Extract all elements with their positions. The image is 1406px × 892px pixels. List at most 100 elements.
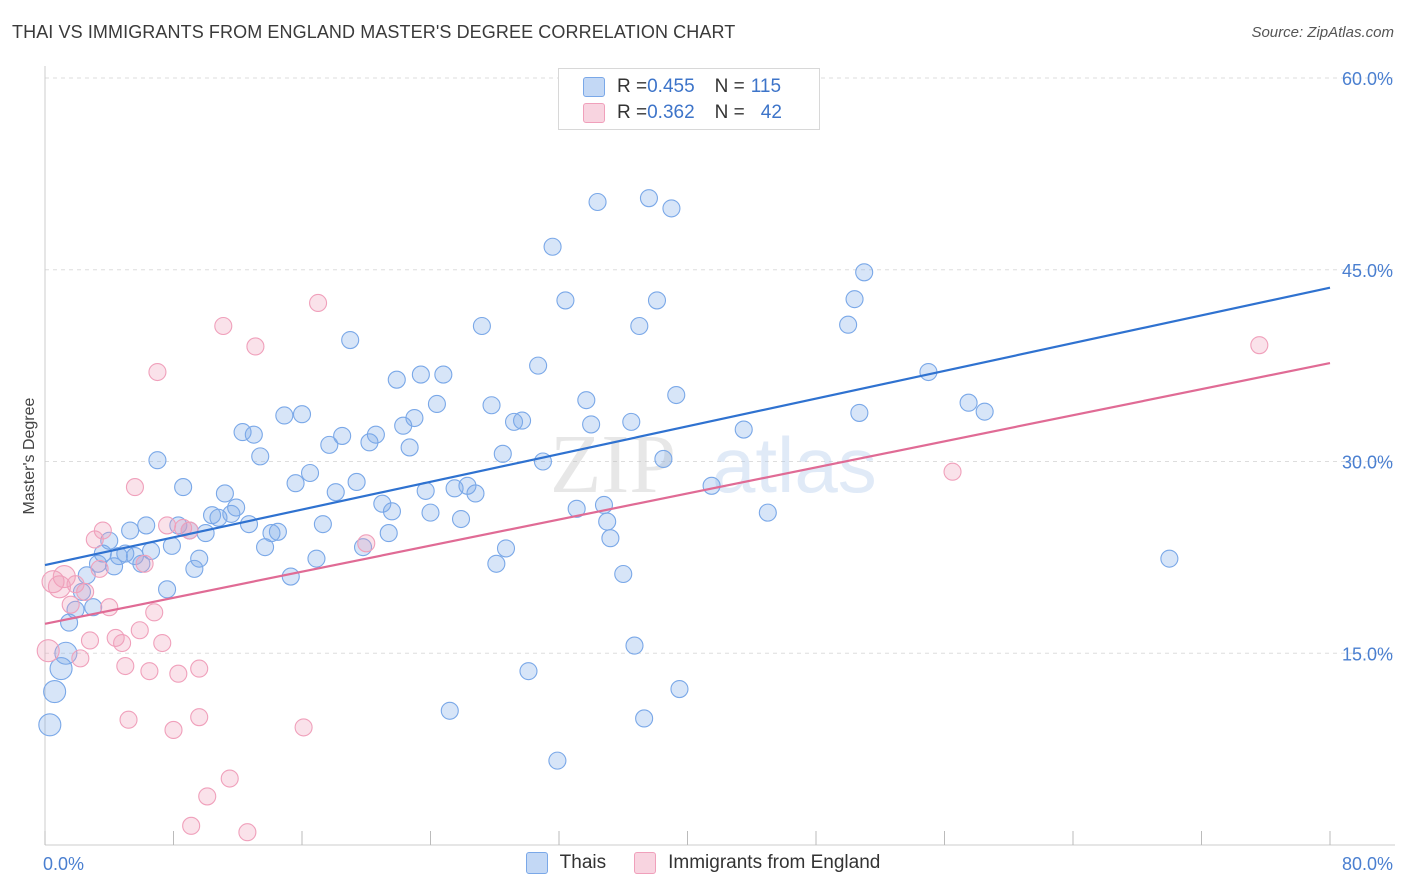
data-point-thais (196, 524, 215, 543)
data-point-thais (333, 426, 352, 445)
legend-swatch-thais (525, 852, 548, 874)
legend-row-england: R = 0.362 N = 42 (583, 101, 782, 125)
y-tick-label: 60.0% (1342, 69, 1393, 89)
data-point-thais (137, 516, 156, 535)
data-point-thais (758, 503, 777, 522)
data-point-thais (601, 529, 620, 548)
watermark-atlas: atlas (712, 421, 877, 509)
data-point-england (294, 718, 313, 737)
data-point-england (943, 462, 962, 481)
data-point-england (130, 621, 149, 640)
data-point-thais (43, 680, 67, 704)
data-point-england (182, 816, 201, 835)
y-tick-label: 15.0% (1342, 644, 1393, 664)
data-point-thais (366, 425, 385, 444)
data-point-thais (125, 547, 144, 566)
data-point-thais (493, 444, 512, 463)
data-point-england (90, 559, 109, 578)
data-point-thais (281, 567, 300, 586)
data-point-england (220, 769, 239, 788)
legend-swatch-thais (583, 77, 605, 97)
data-point-thais (635, 709, 654, 728)
data-point-thais (614, 564, 633, 584)
data-point-thais (244, 425, 263, 444)
trend-line-england (44, 361, 1331, 625)
data-point-thais (487, 554, 506, 573)
data-point-thais (239, 515, 259, 534)
data-point-england (180, 521, 199, 540)
data-point-england (169, 664, 188, 683)
data-point-england (100, 598, 119, 617)
data-point-thais (313, 515, 332, 534)
data-point-thais (185, 559, 204, 578)
data-point-thais (286, 474, 305, 493)
data-point-thais (567, 499, 586, 518)
series-thais (38, 189, 1179, 770)
legend-swatch-england (583, 103, 605, 123)
data-point-england (309, 293, 328, 313)
grid-lines (45, 77, 1395, 654)
data-point-england (1250, 336, 1269, 355)
data-point-thais (300, 463, 320, 483)
data-point-england (214, 316, 233, 336)
data-point-thais (440, 701, 459, 720)
data-point-thais (548, 751, 567, 770)
legend-item-thais: Thais (525, 852, 607, 874)
chart-title: THAI VS IMMIGRANTS FROM ENGLAND MASTER'S… (12, 22, 736, 42)
data-point-thais (84, 598, 103, 617)
data-point-england (113, 633, 132, 653)
data-point-england (119, 710, 138, 729)
data-point-thais (1160, 549, 1179, 568)
data-point-england (52, 564, 76, 589)
data-point-thais (472, 316, 491, 336)
legend-n-label: N = (714, 102, 745, 123)
data-point-thais (251, 447, 270, 466)
legend-label-thais: Thais (559, 852, 607, 873)
data-point-thais (630, 316, 649, 336)
correlation-legend: R = 0.455 N = 115 R = 0.362 N = 42 (558, 68, 820, 130)
data-point-thais (647, 291, 667, 310)
data-point-thais (855, 263, 874, 282)
data-point-england (153, 633, 172, 653)
data-point-thais (382, 502, 402, 521)
data-point-thais (268, 522, 287, 541)
legend-swatch-england (634, 852, 657, 874)
data-point-thais (262, 524, 281, 543)
data-point-thais (543, 237, 562, 256)
data-point-thais (556, 291, 575, 310)
data-point-thais (360, 433, 379, 452)
data-point-thais (598, 512, 617, 531)
data-point-thais (588, 192, 607, 212)
legend-r-label: R = (617, 76, 648, 97)
data-point-thais (959, 393, 978, 412)
data-point-thais (839, 315, 858, 334)
data-point-thais (411, 365, 430, 384)
data-point-thais (496, 539, 516, 558)
data-point-thais (215, 484, 234, 503)
data-point-england (357, 534, 376, 553)
data-point-thais (451, 509, 471, 529)
data-point-england (93, 521, 112, 540)
data-point-england (135, 554, 154, 573)
data-point-england (158, 516, 177, 535)
y-axis-label: Master's Degree (21, 397, 38, 514)
data-point-thais (434, 365, 453, 384)
data-point-thais (100, 531, 119, 550)
data-point-thais (320, 435, 339, 454)
data-point-thais (379, 524, 398, 543)
data-point-england (61, 595, 80, 614)
data-point-thais (662, 199, 681, 218)
data-point-thais (582, 415, 601, 434)
data-point-thais (347, 472, 366, 492)
data-point-thais (105, 557, 124, 576)
data-point-thais (466, 484, 485, 503)
data-point-thais (427, 394, 446, 414)
data-point-thais (326, 483, 345, 502)
data-point-thais (148, 451, 167, 470)
data-point-thais (845, 290, 864, 309)
data-point-england (148, 362, 167, 382)
legend-n-label: N = (714, 76, 745, 97)
legend-r-value: 0.455 (647, 76, 695, 97)
data-point-thais (387, 370, 406, 389)
